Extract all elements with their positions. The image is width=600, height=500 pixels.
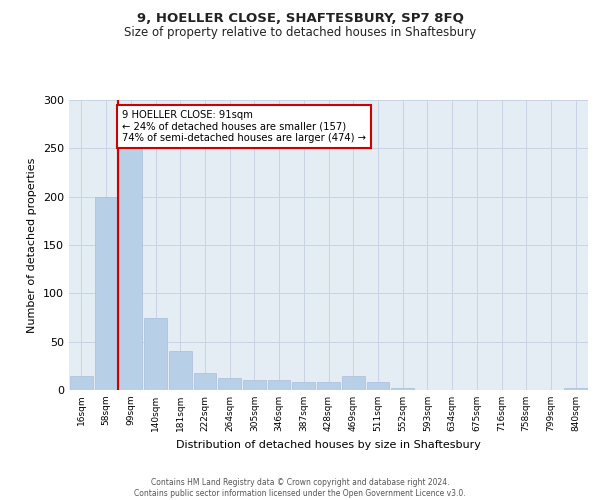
Bar: [317, 382, 340, 390]
Bar: [194, 372, 216, 390]
Text: 9, HOELLER CLOSE, SHAFTESBURY, SP7 8FQ: 9, HOELLER CLOSE, SHAFTESBURY, SP7 8FQ: [137, 12, 463, 26]
Bar: [564, 388, 587, 390]
Bar: [95, 196, 118, 390]
Y-axis label: Number of detached properties: Number of detached properties: [28, 158, 37, 332]
Bar: [70, 376, 93, 390]
Bar: [342, 376, 365, 390]
Bar: [119, 120, 142, 390]
Bar: [367, 382, 389, 390]
Bar: [243, 380, 266, 390]
Bar: [391, 388, 414, 390]
Bar: [218, 378, 241, 390]
X-axis label: Distribution of detached houses by size in Shaftesbury: Distribution of detached houses by size …: [176, 440, 481, 450]
Text: Size of property relative to detached houses in Shaftesbury: Size of property relative to detached ho…: [124, 26, 476, 39]
Text: 9 HOELLER CLOSE: 91sqm
← 24% of detached houses are smaller (157)
74% of semi-de: 9 HOELLER CLOSE: 91sqm ← 24% of detached…: [122, 110, 366, 143]
Text: Contains HM Land Registry data © Crown copyright and database right 2024.
Contai: Contains HM Land Registry data © Crown c…: [134, 478, 466, 498]
Bar: [268, 380, 290, 390]
Bar: [292, 382, 315, 390]
Bar: [144, 318, 167, 390]
Bar: [169, 352, 191, 390]
